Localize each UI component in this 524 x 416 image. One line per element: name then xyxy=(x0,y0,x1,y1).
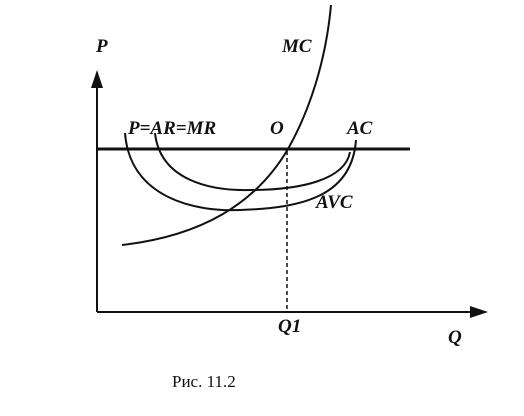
mc-label: MC xyxy=(281,36,312,57)
price-line-label: P=AR=MR xyxy=(127,118,216,139)
y-axis-label: P xyxy=(95,36,108,57)
y-axis-arrow xyxy=(91,70,103,88)
point-o-label: O xyxy=(270,118,284,139)
x-axis-label: Q xyxy=(448,327,462,348)
caption: Рис. 11.2 xyxy=(172,372,236,391)
q1-label: Q1 xyxy=(278,316,301,337)
mc-curve xyxy=(121,4,332,246)
ac-curve xyxy=(124,132,357,212)
axes xyxy=(96,80,480,313)
ac-label: AC xyxy=(346,118,373,139)
avc-label: AVC xyxy=(315,192,353,213)
avc-curve xyxy=(154,132,351,192)
x-axis-arrow xyxy=(470,306,488,318)
